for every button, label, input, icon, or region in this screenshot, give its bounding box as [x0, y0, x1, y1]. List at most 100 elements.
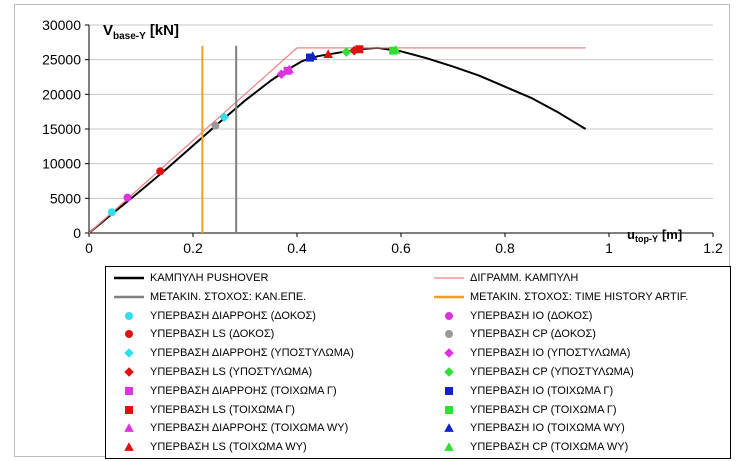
legend-item: ΥΠΕΡΒΑΣΗ CP (ΤΟΙΧΩΜΑ Γ)	[434, 401, 617, 419]
legend-circle-swatch	[445, 311, 453, 320]
legend-label: ΥΠΕΡΒΑΣΗ CP (ΤΟΙΧΩΜΑ Γ)	[470, 403, 617, 416]
legend-item: ΥΠΕΡΒΑΣΗ ΙΟ (ΥΠΟΣΤΥΛΩΜΑ)	[434, 344, 630, 362]
y-tick-label: 25000	[42, 52, 81, 68]
legend-symbol	[434, 307, 464, 325]
legend-label: ΥΠΕΡΒΑΣΗ ΔΙΑΡΡΟΗΣ (ΥΠΟΣΤΥΛΩΜΑ)	[150, 347, 354, 360]
grid	[89, 24, 713, 199]
legend-label: ΥΠΕΡΒΑΣΗ ΙΟ (ΥΠΟΣΤΥΛΩΜΑ)	[470, 347, 631, 360]
legend-square-swatch	[445, 405, 453, 414]
pushover-chart: 0 5000 10000 15000 20000 25000 30000 0 0.2 0.4 0.6…	[42, 17, 723, 256]
legend-item: ΥΠΕΡΒΑΣΗ ΙΟ (ΤΟΙΧΩΜΑ WY)	[434, 419, 625, 437]
marker-diamond-4	[219, 112, 229, 123]
series-line-0	[88, 46, 587, 234]
legend-diamond-swatch	[444, 367, 454, 377]
legend-symbol	[434, 363, 464, 381]
legend-item: ΜΕΤΑΚΙΝ. ΣΤΟΧΟΣ: TIME HISTORY ARTIF.	[434, 288, 688, 306]
x-tick-label: 0.2	[183, 240, 203, 256]
legend-label: ΥΠΕΡΒΑΣΗ LS (ΥΠΟΣΤΥΛΩΜΑ)	[150, 366, 313, 378]
marker-triangle-12	[284, 64, 294, 74]
legend-item: ΥΠΕΡΒΑΣΗ LS (ΔΟΚΟΣ)	[114, 325, 274, 343]
y-tick-label: 30000	[42, 17, 81, 33]
legend-label: ΥΠΕΡΒΑΣΗ LS (ΤΟΙΧΩΜΑ Γ)	[150, 403, 295, 416]
legend-label: ΥΠΕΡΒΑΣΗ CP (ΥΠΟΣΤΥΛΩΜΑ)	[470, 366, 634, 378]
series	[88, 45, 587, 234]
legend-symbol	[434, 288, 464, 306]
legend-circle-swatch	[125, 311, 133, 320]
legend-item: ΚΑΜΠΥΛΗ PUSHOVER	[114, 269, 268, 287]
x-tick-label: 0.8	[495, 240, 515, 256]
marker-triangle-14	[323, 49, 333, 58]
legend: ΚΑΜΠΥΛΗ PUSHOVER ΜΕΤΑΚΙΝ. ΣΤΟΧΟΣ: ΚΑΝ.ΕΠΕ…	[105, 266, 731, 459]
x-axis-label-unit: [m]	[662, 227, 682, 242]
legend-item: ΥΠΕΡΒΑΣΗ ΔΙΑΡΡΟΗΣ (ΥΠΟΣΤΥΛΩΜΑ)	[114, 344, 354, 362]
legend-symbol	[114, 344, 144, 362]
legend-circle-swatch	[445, 330, 453, 339]
legend-symbol	[114, 307, 144, 325]
x-axis-label-main: u	[627, 227, 635, 242]
y-tick-label: 20000	[42, 86, 81, 102]
x-axis-label-sub: top-Y	[635, 234, 658, 244]
legend-item: ΔΙΓΡΑΜΜ. ΚΑΜΠΥΛΗ	[434, 269, 578, 287]
legend-symbol	[434, 401, 464, 419]
legend-item: ΥΠΕΡΒΑΣΗ ΔΙΑΡΡΟΗΣ (ΤΟΙΧΩΜΑ Γ)	[114, 382, 337, 400]
legend-symbol	[434, 438, 464, 456]
legend-symbol	[114, 269, 144, 287]
marker-triangle-15	[391, 45, 401, 54]
legend-item: ΥΠΕΡΒΑΣΗ ΙΟ (ΔΟΚΟΣ)	[434, 307, 592, 325]
legend-item: ΥΠΕΡΒΑΣΗ ΙΟ (ΤΟΙΧΩΜΑ Γ)	[434, 382, 613, 400]
marker-circle-1	[123, 193, 132, 202]
legend-symbol	[114, 401, 144, 419]
x-tick-label: 0	[85, 240, 93, 256]
y-axis-label: Vbase-Y [kN]	[103, 22, 179, 42]
legend-label: ΜΕΤΑΚΙΝ. ΣΤΟΧΟΣ: ΚΑΝ.ΕΠΕ.	[150, 290, 307, 303]
legend-label: ΥΠΕΡΒΑΣΗ CP (ΔΟΚΟΣ)	[470, 328, 596, 341]
legend-item: ΥΠΕΡΒΑΣΗ LS (ΤΟΙΧΩΜΑ WY)	[114, 438, 307, 456]
legend-diamond-swatch	[124, 348, 134, 358]
legend-triangle-swatch	[444, 442, 454, 452]
legend-item: ΥΠΕΡΒΑΣΗ ΔΙΑΡΡΟΗΣ (ΤΟΙΧΩΜΑ WY)	[114, 419, 348, 437]
series-line-1	[88, 47, 586, 234]
legend-item: ΥΠΕΡΒΑΣΗ CP (ΔΟΚΟΣ)	[434, 325, 596, 343]
marker-circle-3	[211, 121, 220, 130]
x-axis-label: utop-Y [m]	[627, 227, 682, 244]
y-axis-label-main: V	[103, 22, 113, 39]
legend-diamond-swatch	[124, 367, 134, 377]
legend-symbol	[114, 325, 144, 343]
legend-item: ΥΠΕΡΒΑΣΗ LS (ΤΟΙΧΩΜΑ Γ)	[114, 401, 295, 419]
y-axis-label-unit: [kN]	[150, 22, 179, 39]
legend-triangle-swatch	[124, 442, 134, 452]
legend-item: ΜΕΤΑΚΙΝ. ΣΤΟΧΟΣ: ΚΑΝ.ΕΠΕ.	[114, 288, 306, 306]
marker-triangle-13	[307, 51, 318, 61]
legend-symbol	[114, 363, 144, 381]
legend-symbol	[114, 419, 144, 437]
marker-diamond-5	[276, 69, 287, 80]
legend-label: ΥΠΕΡΒΑΣΗ CP (ΤΟΙΧΩΜΑ WY)	[470, 441, 629, 454]
marker-diamond-7	[341, 47, 352, 57]
x-tick-label: 0.6	[391, 240, 411, 256]
legend-label: ΥΠΕΡΒΑΣΗ ΙΟ (ΔΟΚΟΣ)	[470, 309, 593, 322]
chart-frame: 0 5000 10000 15000 20000 25000 30000 0 0.2 0.4 0.6…	[14, 4, 731, 459]
legend-triangle-swatch	[444, 423, 454, 433]
legend-symbol	[434, 382, 464, 400]
legend-item: ΥΠΕΡΒΑΣΗ CP (ΤΟΙΧΩΜΑ WY)	[434, 438, 628, 456]
legend-label: ΥΠΕΡΒΑΣΗ ΔΙΑΡΡΟΗΣ (ΤΟΙΧΩΜΑ Γ)	[150, 384, 337, 397]
legend-symbol	[114, 438, 144, 456]
legend-symbol	[114, 382, 144, 400]
legend-label: ΥΠΕΡΒΑΣΗ ΔΙΑΡΡΟΗΣ (ΔΟΚΟΣ)	[150, 309, 316, 322]
legend-symbol	[434, 419, 464, 437]
legend-label: ΥΠΕΡΒΑΣΗ ΙΟ (ΤΟΙΧΩΜΑ Γ)	[470, 384, 614, 397]
marker-circle-2	[156, 167, 165, 176]
marker-square-10	[355, 45, 364, 54]
legend-label: ΥΠΕΡΒΑΣΗ LS (ΔΟΚΟΣ)	[150, 328, 275, 341]
legend-square-swatch	[445, 386, 453, 395]
legend-item: ΥΠΕΡΒΑΣΗ LS (ΥΠΟΣΤΥΛΩΜΑ)	[114, 363, 312, 381]
legend-symbol	[434, 325, 464, 343]
x-tick-label: 1	[605, 240, 613, 256]
legend-triangle-swatch	[124, 423, 134, 433]
y-tick-label: 5000	[50, 190, 81, 206]
legend-label: ΜΕΤΑΚΙΝ. ΣΤΟΧΟΣ: TIME HISTORY ARTIF.	[470, 290, 689, 303]
legend-item: ΥΠΕΡΒΑΣΗ CP (ΥΠΟΣΤΥΛΩΜΑ)	[434, 363, 634, 381]
legend-label: ΔΙΓΡΑΜΜ. ΚΑΜΠΥΛΗ	[470, 272, 579, 284]
legend-label: ΥΠΕΡΒΑΣΗ ΔΙΑΡΡΟΗΣ (ΤΟΙΧΩΜΑ WY)	[150, 422, 349, 435]
legend-circle-swatch	[125, 330, 133, 339]
